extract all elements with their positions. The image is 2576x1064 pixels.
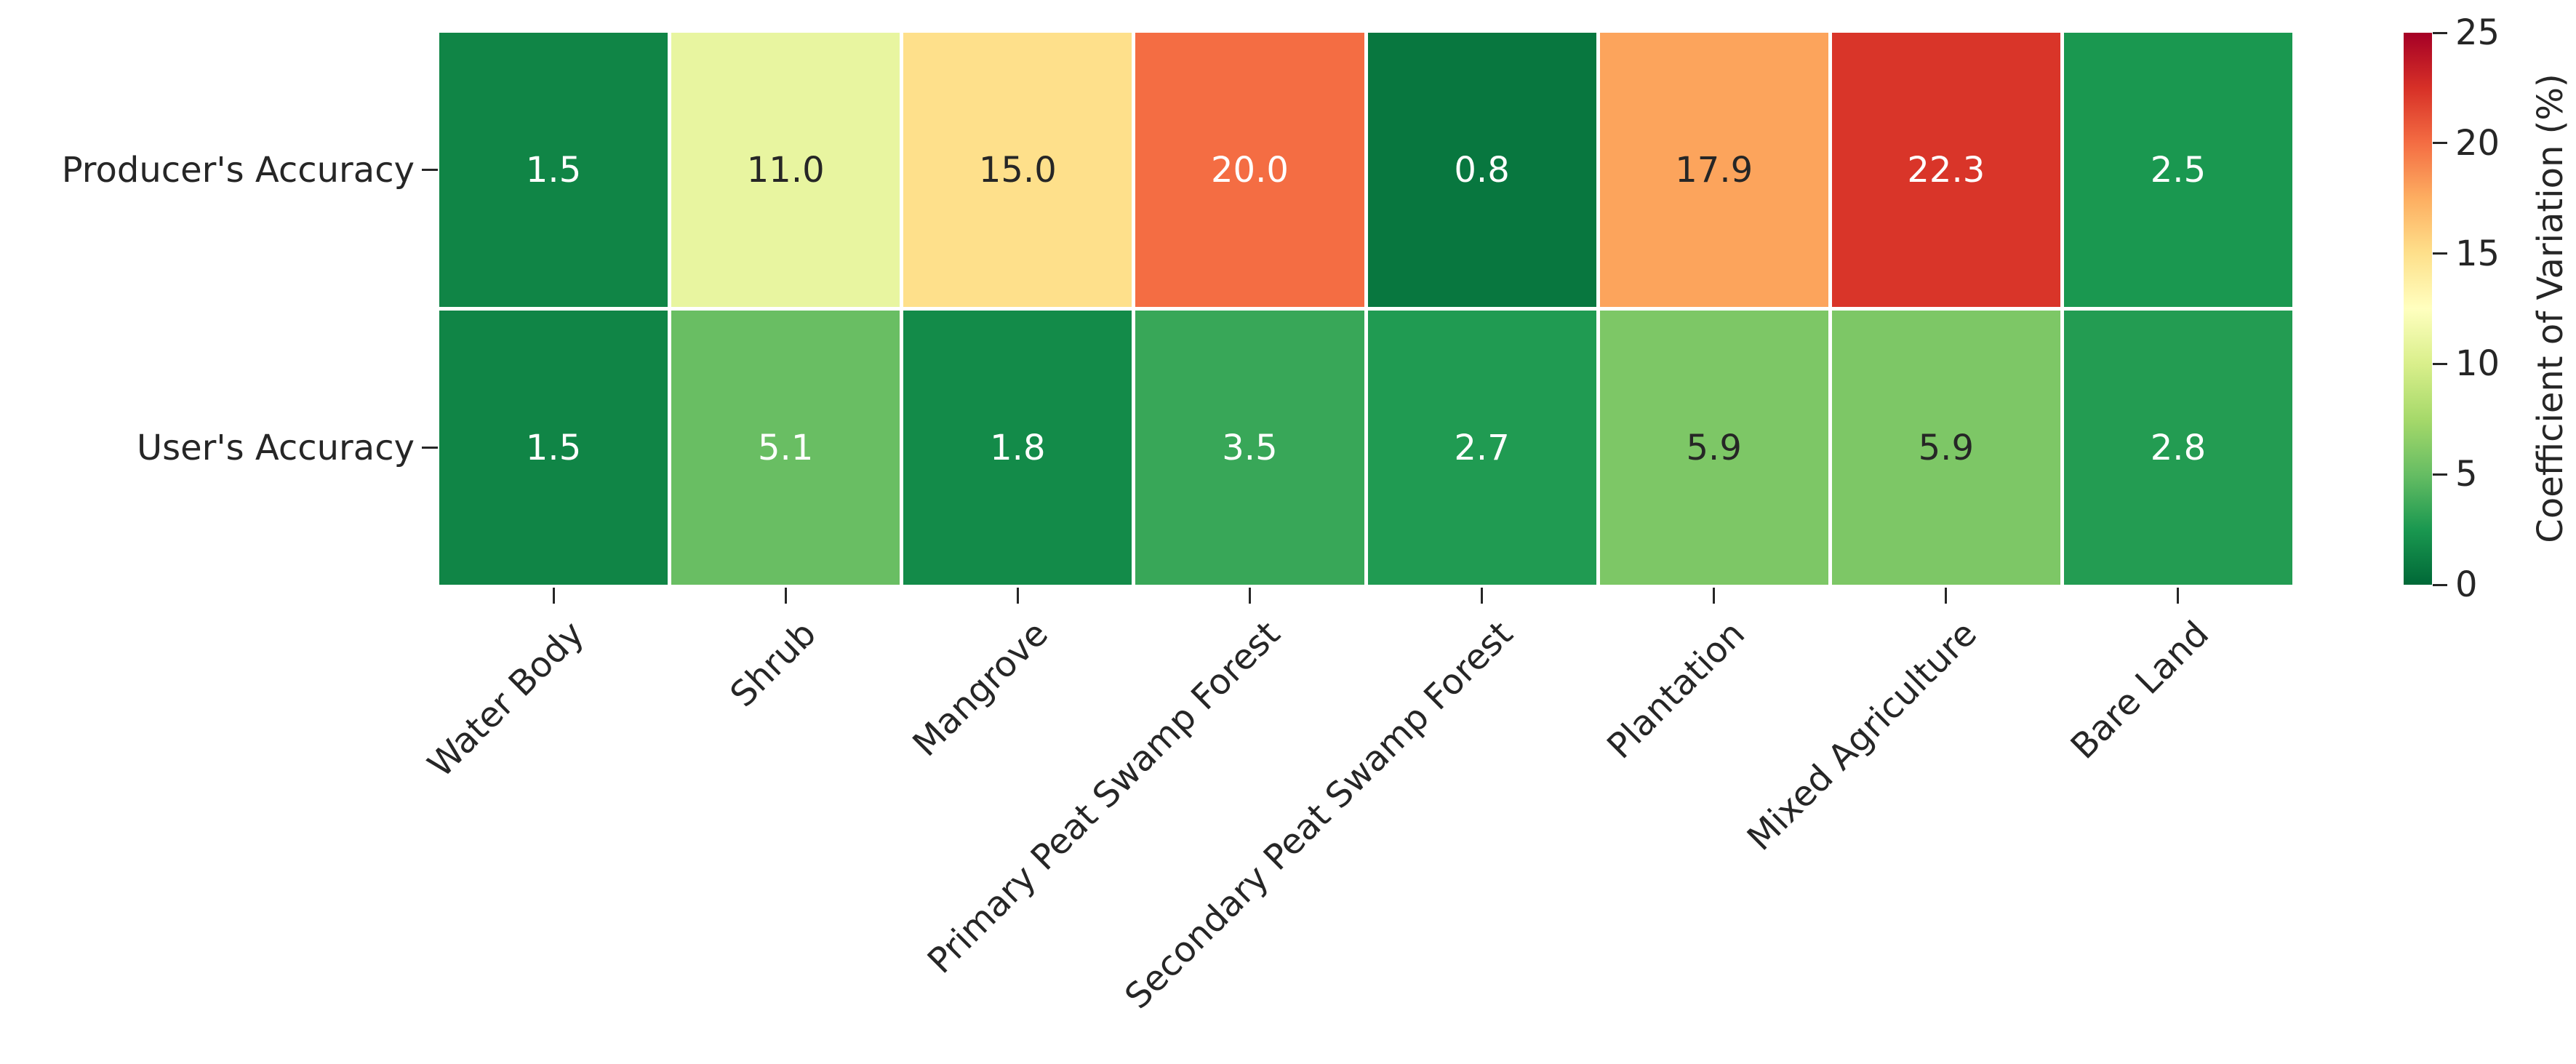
colorbar-tick-label: 10 — [2455, 343, 2500, 385]
x-tick-mark — [1016, 588, 1019, 604]
column-label: Secondary Peat Swamp Forest — [1116, 613, 1521, 1017]
colorbar-label: Coefficient of Variation (%) — [2530, 73, 2571, 543]
colorbar-tick-mark — [2433, 142, 2447, 145]
column-label: Plantation — [1599, 613, 1753, 767]
heatmap-cell: 0.8 — [1367, 33, 1596, 307]
heatmap-cell: 5.1 — [671, 311, 900, 585]
heatmap-cell: 2.7 — [1367, 311, 1596, 585]
colorbar-tick-mark — [2433, 362, 2447, 365]
row-label: User's Accuracy — [136, 427, 415, 468]
x-tick-mark — [1481, 588, 1484, 604]
colorbar-tick-mark — [2433, 252, 2447, 255]
colorbar-tick-label: 15 — [2455, 233, 2500, 274]
colorbar-tick-label: 5 — [2455, 454, 2478, 495]
heatmap-cell: 1.5 — [439, 33, 668, 307]
colorbar-tick-label: 25 — [2455, 12, 2500, 53]
x-tick-mark — [1713, 588, 1716, 604]
heatmap-cell: 2.5 — [2063, 33, 2292, 307]
colorbar-tick-label: 0 — [2455, 564, 2478, 605]
y-tick-mark — [422, 447, 438, 449]
colorbar-tick-mark — [2433, 31, 2447, 34]
heatmap-cell: 1.8 — [903, 311, 1132, 585]
column-label: Shrub — [722, 613, 825, 716]
column-label: Water Body — [420, 613, 593, 785]
x-tick-mark — [2177, 588, 2180, 604]
column-label: Mixed Agriculture — [1739, 613, 1985, 859]
heatmap-cell: 20.0 — [1135, 33, 1364, 307]
column-label: Mangrove — [905, 613, 1057, 765]
heatmap-cell: 2.8 — [2063, 311, 2292, 585]
x-tick-mark — [784, 588, 787, 604]
heatmap-grid: 1.5 11.0 15.0 20.0 0.8 17.9 22.3 2.5 1.5 5.1 1.8 3.… — [439, 33, 2292, 585]
heatmap-cell: 1.5 — [439, 311, 668, 585]
heatmap-cell: 15.0 — [903, 33, 1132, 307]
x-tick-mark — [1945, 588, 1948, 604]
heatmap-cell: 3.5 — [1135, 311, 1364, 585]
heatmap-cell: 17.9 — [1599, 33, 1828, 307]
x-tick-mark — [552, 588, 555, 604]
colorbar-gradient — [2404, 33, 2432, 585]
row-label: Producer's Accuracy — [61, 149, 415, 191]
colorbar-tick-mark — [2433, 473, 2447, 476]
heatmap-cell: 22.3 — [1831, 33, 2060, 307]
x-tick-mark — [1248, 588, 1251, 604]
column-label: Bare Land — [2063, 613, 2217, 767]
column-label: Primary Peat Swamp Forest — [920, 613, 1289, 982]
colorbar-tick-label: 20 — [2455, 122, 2500, 164]
colorbar-tick-mark — [2433, 583, 2447, 586]
heatmap-cell: 5.9 — [1599, 311, 1828, 585]
heatmap-cell: 11.0 — [671, 33, 900, 307]
heatmap-cell: 5.9 — [1831, 311, 2060, 585]
y-tick-mark — [422, 169, 438, 171]
